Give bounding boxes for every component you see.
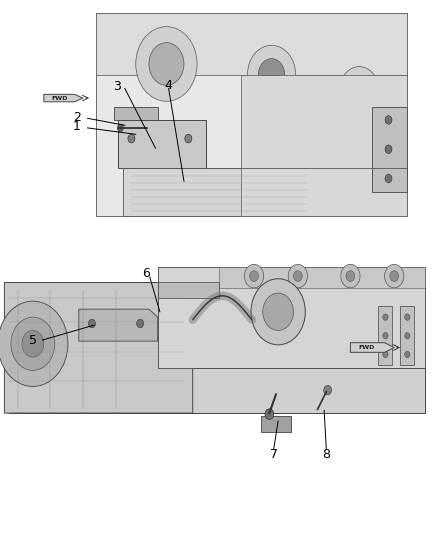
Circle shape [247,45,296,104]
Polygon shape [114,107,158,120]
FancyBboxPatch shape [400,306,414,365]
Polygon shape [9,368,425,413]
Circle shape [0,301,68,386]
Circle shape [117,124,124,132]
Circle shape [137,319,144,328]
Text: 8: 8 [322,448,330,461]
Circle shape [265,409,274,419]
Circle shape [324,385,332,395]
Circle shape [244,264,264,288]
Circle shape [385,174,392,183]
Circle shape [346,271,355,281]
Polygon shape [350,343,394,352]
Polygon shape [118,120,206,168]
Circle shape [251,279,305,345]
Polygon shape [123,168,315,216]
Circle shape [263,293,293,330]
Polygon shape [241,75,407,216]
Polygon shape [158,266,425,368]
Circle shape [405,314,410,320]
Circle shape [339,67,379,115]
Circle shape [405,333,410,339]
Circle shape [293,271,302,281]
Text: FWD: FWD [359,345,375,350]
Polygon shape [44,94,83,102]
Circle shape [185,134,192,143]
Circle shape [385,116,392,124]
Polygon shape [372,107,407,192]
Circle shape [149,43,184,85]
Polygon shape [79,309,158,341]
Text: 3: 3 [113,80,121,93]
Text: 2: 2 [73,111,81,124]
Circle shape [350,79,369,102]
Circle shape [383,333,388,339]
Text: 5: 5 [29,334,37,346]
Circle shape [385,145,392,154]
Polygon shape [158,282,219,298]
Text: 7: 7 [270,448,278,461]
Circle shape [136,27,197,101]
Text: 1: 1 [73,120,81,133]
Polygon shape [4,282,193,413]
Circle shape [88,319,95,328]
Circle shape [341,264,360,288]
Polygon shape [96,13,407,216]
FancyBboxPatch shape [378,306,392,365]
Polygon shape [96,13,407,75]
Circle shape [383,314,388,320]
Circle shape [390,271,399,281]
Circle shape [288,264,307,288]
Circle shape [258,59,285,91]
Polygon shape [261,416,291,432]
Circle shape [22,330,44,357]
Circle shape [405,351,410,358]
Text: 4: 4 [165,79,173,92]
Circle shape [383,351,388,358]
Polygon shape [219,266,425,288]
Circle shape [11,317,55,370]
Text: FWD: FWD [51,95,67,101]
Circle shape [250,271,258,281]
Circle shape [385,264,404,288]
Circle shape [128,134,135,143]
Text: 6: 6 [142,267,150,280]
